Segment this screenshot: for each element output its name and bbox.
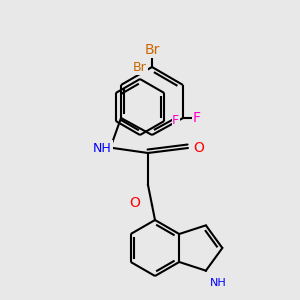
Text: Br: Br <box>133 61 147 74</box>
Text: F: F <box>172 115 179 128</box>
Text: O: O <box>129 198 140 212</box>
Text: O: O <box>193 141 204 155</box>
Text: Br: Br <box>144 43 160 57</box>
Text: NH: NH <box>210 278 226 288</box>
Text: F: F <box>193 111 201 125</box>
Text: O: O <box>129 196 140 210</box>
Text: NH: NH <box>93 142 112 154</box>
